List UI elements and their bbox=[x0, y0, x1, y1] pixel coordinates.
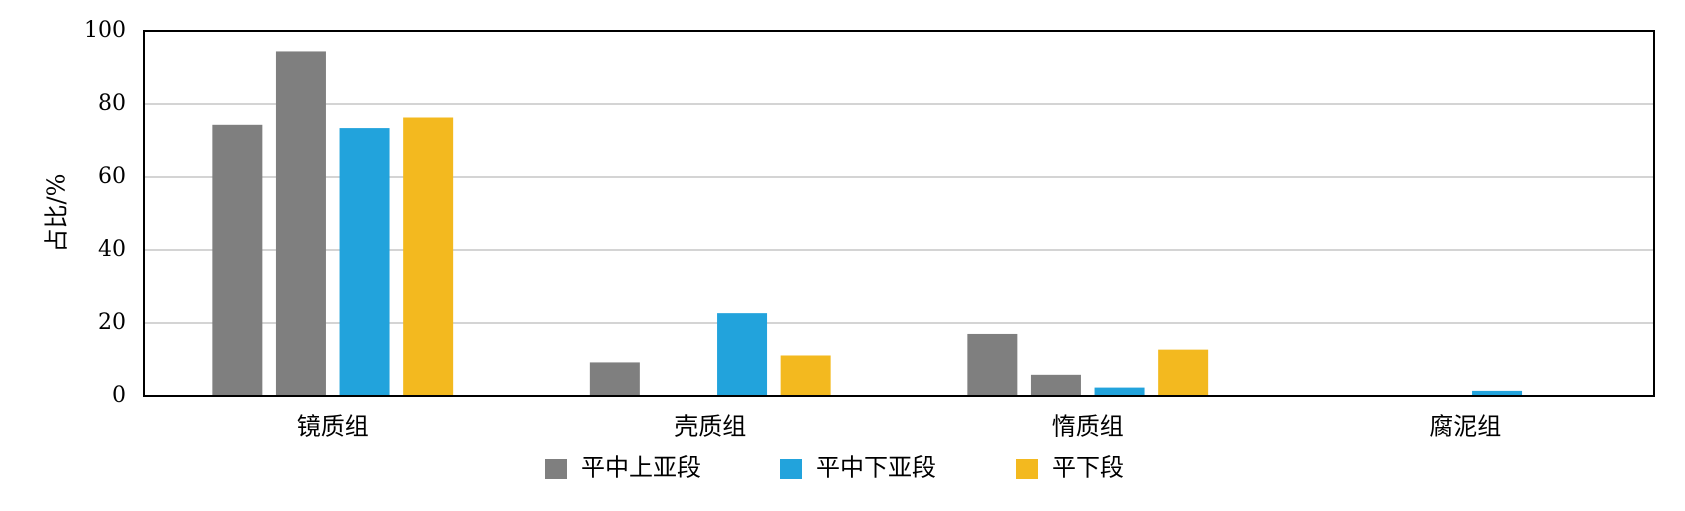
legend-label: 平中上亚段 bbox=[581, 454, 701, 482]
bar bbox=[275, 51, 326, 396]
y-tick-label: 0 bbox=[112, 383, 126, 408]
y-tick-label: 60 bbox=[98, 164, 126, 189]
x-category-label: 惰质组 bbox=[1052, 413, 1124, 441]
bars bbox=[212, 51, 1523, 397]
bar bbox=[780, 355, 831, 396]
bar bbox=[717, 313, 768, 396]
bar bbox=[1472, 390, 1523, 396]
x-category-labels: 镜质组 壳质组 惰质组 腐泥组 bbox=[297, 413, 1502, 441]
bar bbox=[212, 124, 263, 397]
y-tick-label: 40 bbox=[98, 237, 126, 262]
bar bbox=[589, 362, 640, 396]
x-category-label: 镜质组 bbox=[297, 413, 369, 441]
bar bbox=[1030, 374, 1081, 396]
x-category-label: 腐泥组 bbox=[1429, 413, 1501, 441]
legend: 平中上亚段 平中下亚段 平下段 bbox=[545, 454, 1124, 482]
legend-swatch bbox=[1016, 459, 1038, 479]
legend-swatch bbox=[780, 459, 802, 479]
gridlines bbox=[144, 103, 1654, 324]
x-category-label: 壳质组 bbox=[674, 413, 746, 441]
bar bbox=[339, 128, 390, 396]
plot-frame bbox=[143, 30, 1655, 397]
bar bbox=[1094, 387, 1145, 396]
y-tick-labels: 0 20 40 60 80 100 bbox=[84, 18, 126, 408]
bar bbox=[967, 333, 1018, 396]
legend-label: 平中下亚段 bbox=[816, 454, 936, 482]
y-tick-label: 80 bbox=[98, 91, 126, 116]
legend-swatch bbox=[545, 459, 567, 479]
y-axis-title: 占比/% bbox=[43, 174, 71, 253]
y-tick-label: 20 bbox=[98, 310, 126, 335]
bar bbox=[403, 117, 454, 396]
legend-label: 平下段 bbox=[1052, 454, 1124, 482]
y-tick-label: 100 bbox=[84, 18, 126, 43]
bar bbox=[1158, 349, 1209, 396]
